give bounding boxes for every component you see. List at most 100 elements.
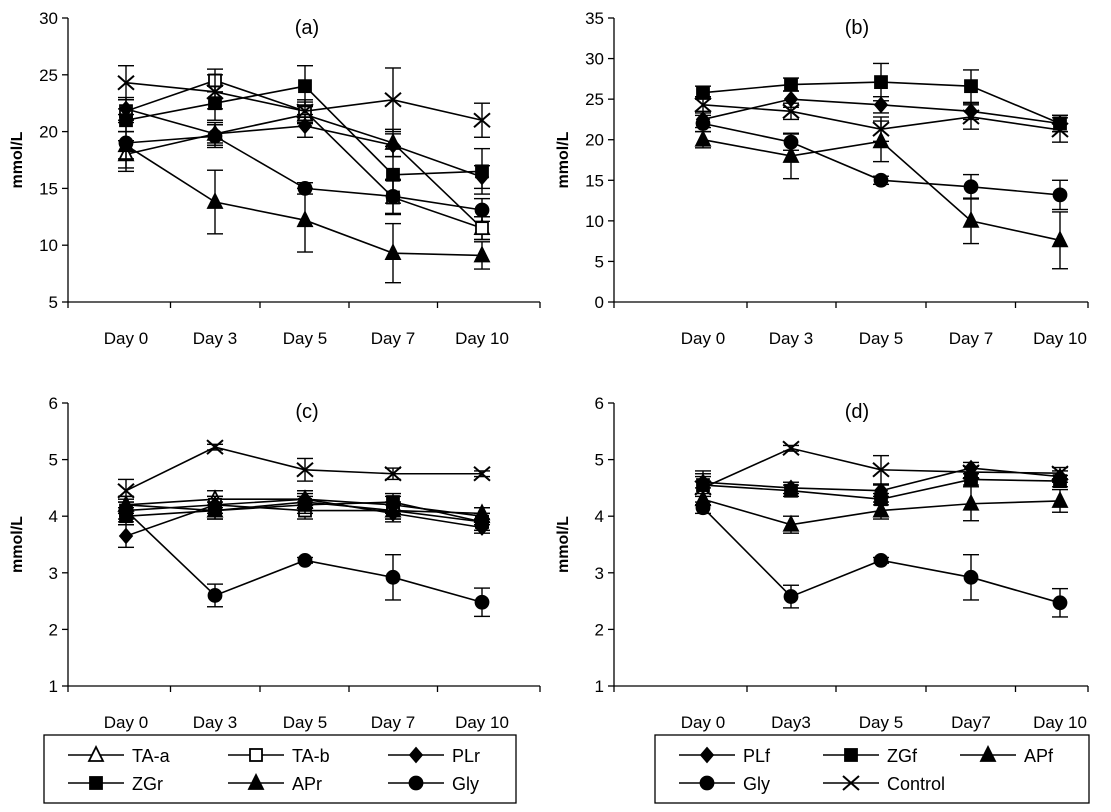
x-marker-stroke (842, 775, 860, 791)
series-gly (118, 113, 490, 223)
data-point (474, 594, 490, 610)
data-point (1051, 230, 1069, 248)
x-marker-stroke (872, 121, 890, 137)
data-point (473, 465, 491, 482)
x-marker-stroke (296, 103, 314, 119)
x-tick-label: Day 0 (104, 713, 148, 732)
data-point (872, 500, 890, 518)
legend-label: ZGf (887, 746, 918, 766)
x-tick-label: Day 5 (859, 713, 903, 732)
data-point (873, 552, 889, 568)
y-tick-label: 6 (595, 394, 604, 413)
x-tick-label: Day 7 (371, 329, 415, 348)
y-tick-label: 6 (49, 394, 58, 413)
data-point (964, 79, 978, 94)
data-point (1051, 122, 1069, 138)
data-point (296, 492, 314, 509)
legend-marker (699, 746, 715, 764)
legend-left: TA-a TA-b PLr ZGr APr Gly (43, 734, 517, 804)
series-gly (118, 498, 490, 618)
data-point (782, 440, 800, 457)
x-tick-label: Day 3 (769, 329, 813, 348)
x-tick-label: Day 10 (1033, 713, 1087, 732)
x-tick-label: Day 0 (681, 713, 725, 732)
x-tick-label: Day 5 (283, 713, 327, 732)
y-tick-label: 15 (39, 179, 58, 198)
data-point (475, 164, 489, 179)
data-point (1051, 490, 1069, 508)
data-point (118, 135, 134, 151)
data-point (206, 84, 224, 100)
y-tick-label: 35 (585, 9, 604, 28)
legend-entry-zgr: ZGr (68, 774, 163, 794)
x-tick-label: Day 7 (371, 713, 415, 732)
data-point (384, 92, 402, 108)
legend-marker (89, 776, 103, 790)
x-tick-label: Day 5 (283, 329, 327, 348)
data-point (384, 465, 402, 482)
data-point (118, 503, 134, 518)
legend-entry-plr: PLr (388, 746, 480, 766)
legend-entry-ta-b: TA-b (228, 746, 330, 766)
legend-label: TA-a (132, 746, 171, 766)
legend-entry-control: Control (823, 774, 945, 794)
chart-panel-0: 5 10 15 20 25 30 Day 0 Day 3 Day 5 Day 7 Day 10 (a)… (9, 9, 541, 348)
legend-entry-plf: PLf (679, 746, 771, 766)
legend-label: PLr (452, 746, 480, 766)
series-gly (695, 500, 1068, 618)
legend-label: Gly (452, 774, 479, 794)
data-point (963, 569, 979, 585)
series-control (117, 439, 491, 503)
panel-title: (a) (295, 17, 319, 39)
x-marker-stroke (694, 480, 712, 496)
y-tick-label: 5 (49, 293, 58, 312)
data-point (384, 243, 402, 261)
y-axis-label: mmol/L (9, 516, 26, 573)
x-marker-stroke (1051, 122, 1069, 138)
x-marker-stroke (296, 462, 314, 478)
x-tick-label: Day 0 (681, 329, 725, 348)
x-marker-stroke (962, 109, 980, 125)
x-marker-stroke (872, 462, 890, 478)
data-point (1051, 465, 1069, 481)
y-tick-label: 4 (49, 507, 58, 526)
legend-right: PLf ZGf APf Gly Control (654, 734, 1090, 804)
y-tick-label: 15 (585, 171, 604, 190)
data-point (297, 180, 313, 196)
series-apr (117, 130, 491, 284)
x-tick-label: Day 10 (455, 713, 509, 732)
data-point (206, 192, 224, 209)
legend-label: APr (292, 774, 322, 794)
data-point (473, 245, 491, 263)
data-point (207, 588, 223, 603)
legend-entry-gly: Gly (679, 774, 770, 794)
x-marker-stroke (473, 465, 491, 482)
data-point (784, 483, 798, 498)
data-point (118, 527, 134, 545)
x-marker-stroke (117, 74, 135, 91)
legend-marker (979, 744, 997, 762)
chart-panel-2: 1 2 3 4 5 6 Day 0 Day 3 Day 5 Day 7 Day 10 (c) mmol/… (9, 394, 541, 732)
y-tick-label: 25 (39, 66, 58, 85)
x-tick-label: Day 10 (1033, 329, 1087, 348)
y-axis-label: mmol/L (9, 131, 26, 188)
x-tick-label: Day 0 (104, 329, 148, 348)
panel-title: (d) (845, 401, 869, 423)
data-point (206, 439, 224, 455)
legend-marker (844, 748, 858, 762)
y-tick-label: 30 (585, 50, 604, 69)
legend-marker (408, 746, 424, 764)
data-point (783, 134, 799, 150)
x-marker-stroke (694, 97, 712, 113)
data-point (117, 482, 135, 499)
x-tick-label: Day 5 (859, 329, 903, 348)
data-point (1052, 187, 1068, 203)
data-point (384, 500, 402, 518)
y-tick-label: 3 (595, 564, 604, 583)
x-marker-stroke (962, 464, 980, 480)
y-tick-label: 1 (49, 677, 58, 696)
y-tick-label: 5 (595, 451, 604, 470)
legend-marker (87, 744, 105, 762)
legend-box (43, 734, 517, 804)
data-point (872, 462, 890, 478)
